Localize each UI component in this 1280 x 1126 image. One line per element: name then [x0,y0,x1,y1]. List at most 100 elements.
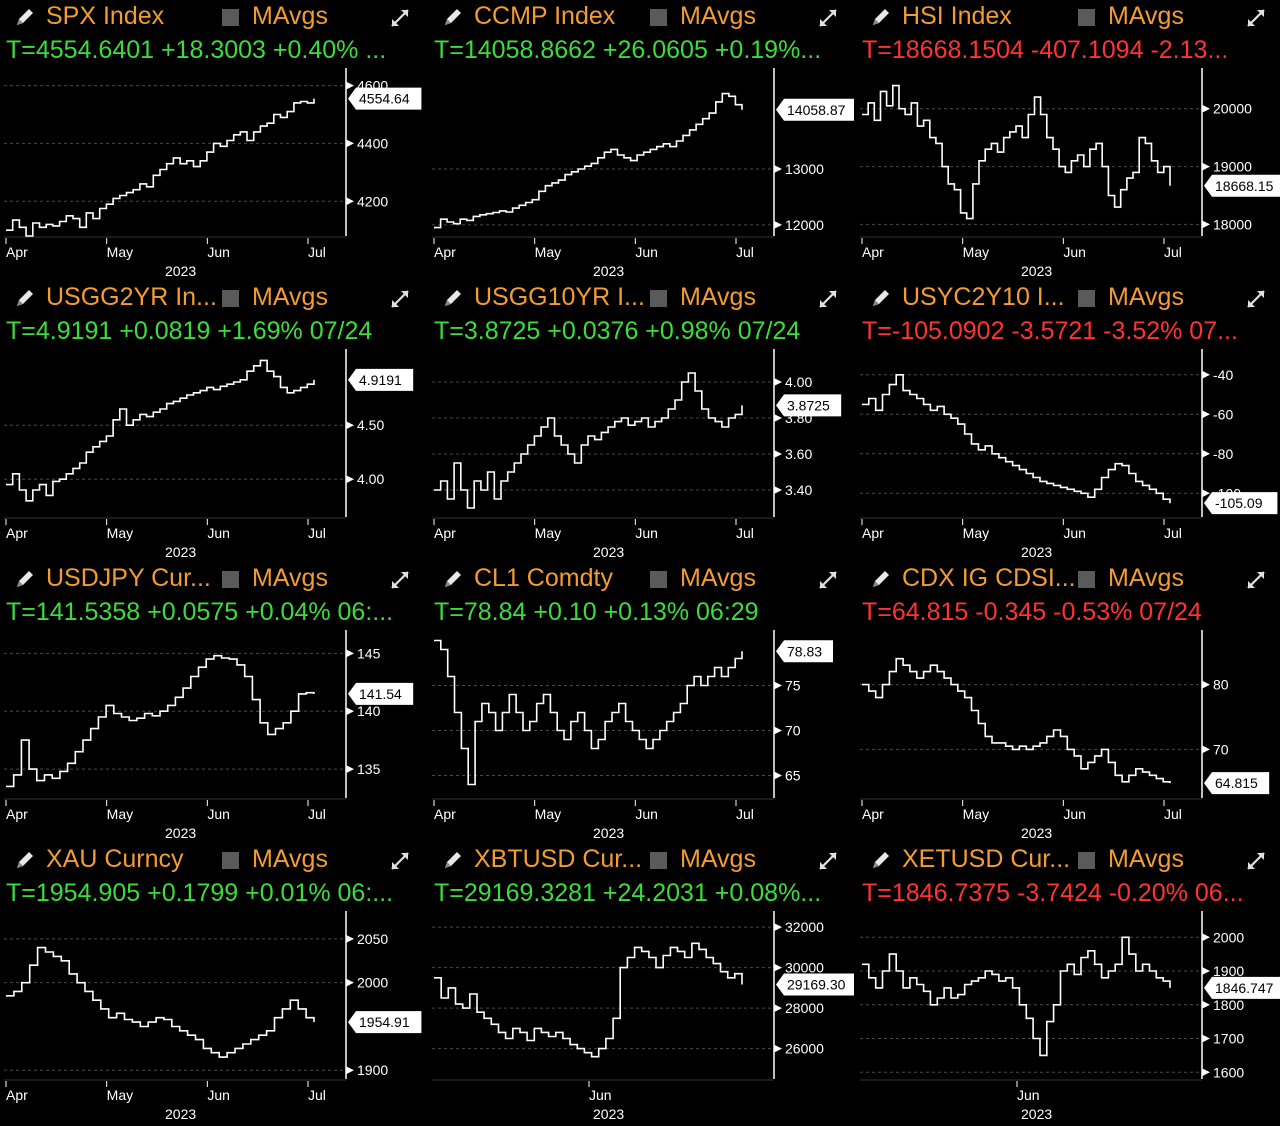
expand-icon[interactable] [388,568,412,592]
x-tick-label: Jun [635,806,658,822]
pencil-icon[interactable] [870,287,892,309]
mavgs-checkbox[interactable] [1078,571,1095,588]
y-tick-label: 20000 [1213,101,1252,117]
pencil-icon[interactable] [870,6,892,28]
mavgs-checkbox[interactable] [1078,852,1095,869]
pencil-icon[interactable] [442,287,464,309]
chart-panel: USDJPY Cur... MAvgs T=141.5358 +0.0575 +0.… [0,562,426,843]
x-tick-label: May [107,806,133,822]
y-tick [346,765,354,774]
ticker-name[interactable]: USGG2YR In... [46,283,217,311]
x-tick-label: Jul [736,806,754,822]
panel-header: HSI Index MAvgs [856,0,1280,36]
x-tick-label: Jul [736,525,754,541]
ticker-name[interactable]: USYC2Y10 I... [902,283,1065,311]
x-tick-label: May [107,244,133,260]
ticker-name[interactable]: USDJPY Cur... [46,564,211,592]
y-tick [1202,1000,1210,1009]
expand-icon[interactable] [816,568,840,592]
mavgs-checkbox[interactable] [1078,9,1095,26]
pencil-icon[interactable] [14,568,36,590]
mavgs-label[interactable]: MAvgs [1108,283,1184,311]
pencil-icon[interactable] [14,849,36,871]
y-tick [346,475,354,484]
pencil-icon[interactable] [870,568,892,590]
mavgs-label[interactable]: MAvgs [1108,564,1184,592]
x-tick-label: Jun [635,525,658,541]
x-tick-label: Jul [1164,525,1182,541]
ticker-name[interactable]: SPX Index [46,2,165,30]
ticker-name[interactable]: XETUSD Cur... [902,845,1071,873]
mavgs-label[interactable]: MAvgs [680,2,756,30]
y-tick-label: 3.40 [785,482,812,498]
expand-icon[interactable] [1244,287,1268,311]
mavgs-label[interactable]: MAvgs [680,283,756,311]
ticker-name[interactable]: XBTUSD Cur... [474,845,643,873]
expand-icon[interactable] [1244,849,1268,873]
pencil-icon[interactable] [14,6,36,28]
last-value-tag [776,640,833,663]
panel-header: USGG10YR I... MAvgs [428,281,854,317]
ticker-name[interactable]: HSI Index [902,2,1012,30]
mavgs-checkbox[interactable] [222,9,239,26]
mavgs-label[interactable]: MAvgs [252,283,328,311]
ticker-name[interactable]: CDX IG CDSI... [902,564,1076,592]
quote-line: T=29169.3281 +24.2031 +0.08%... [434,879,822,907]
y-tick [1202,370,1210,379]
mavgs-checkbox[interactable] [650,290,667,307]
y-tick [1202,967,1210,975]
mavgs-label[interactable]: MAvgs [252,564,328,592]
y-tick-label: 75 [785,678,801,694]
expand-icon[interactable] [388,849,412,873]
last-value-tag [1204,174,1280,197]
expand-icon[interactable] [388,287,412,311]
ticker-name[interactable]: USGG10YR I... [474,283,645,311]
y-tick-label: 32000 [785,919,824,935]
mavgs-checkbox[interactable] [222,571,239,588]
price-chart: 70 80 Apr May Jun Jul 2023 64.815 [860,630,1270,841]
mavgs-checkbox[interactable] [650,852,667,869]
expand-icon[interactable] [1244,568,1268,592]
last-value-label: -105.09 [1215,495,1263,511]
last-value-tag [348,368,414,391]
mavgs-checkbox[interactable] [650,9,667,26]
y-tick [346,139,354,148]
y-tick-label: 1900 [1213,963,1244,979]
mavgs-checkbox[interactable] [1078,290,1095,307]
mavgs-checkbox[interactable] [650,571,667,588]
last-value-tag [776,973,854,996]
pencil-icon[interactable] [442,568,464,590]
expand-icon[interactable] [816,6,840,30]
mavgs-label[interactable]: MAvgs [252,2,328,30]
x-tick-label: Jul [308,244,326,260]
x-year-label: 2023 [593,825,624,841]
mavgs-checkbox[interactable] [222,852,239,869]
pencil-icon[interactable] [442,6,464,28]
ticker-name[interactable]: CL1 Comdty [474,564,613,592]
ticker-name[interactable]: XAU Curncy [46,845,184,873]
pencil-icon[interactable] [870,849,892,871]
chart-panel: USGG10YR I... MAvgs T=3.8725 +0.0376 +0.98… [428,281,854,562]
y-tick [346,934,354,943]
mavgs-label[interactable]: MAvgs [1108,845,1184,873]
expand-icon[interactable] [388,6,412,30]
expand-icon[interactable] [816,287,840,311]
panel-header: CL1 Comdty MAvgs [428,562,854,598]
mavgs-checkbox[interactable] [222,290,239,307]
panel-header: XAU Curncy MAvgs [0,843,426,879]
pencil-icon[interactable] [14,287,36,309]
mavgs-label[interactable]: MAvgs [680,564,756,592]
mavgs-label[interactable]: MAvgs [1108,2,1184,30]
pencil-icon[interactable] [442,849,464,871]
last-value-label: 18668.15 [1215,178,1274,194]
mavgs-label[interactable]: MAvgs [680,845,756,873]
y-tick [774,220,782,229]
mavgs-label[interactable]: MAvgs [252,845,328,873]
price-line [6,946,315,1058]
panel-header: CCMP Index MAvgs [428,0,854,36]
ticker-name[interactable]: CCMP Index [474,2,616,30]
expand-icon[interactable] [1244,6,1268,30]
expand-icon[interactable] [816,849,840,873]
x-year-label: 2023 [165,1106,196,1122]
